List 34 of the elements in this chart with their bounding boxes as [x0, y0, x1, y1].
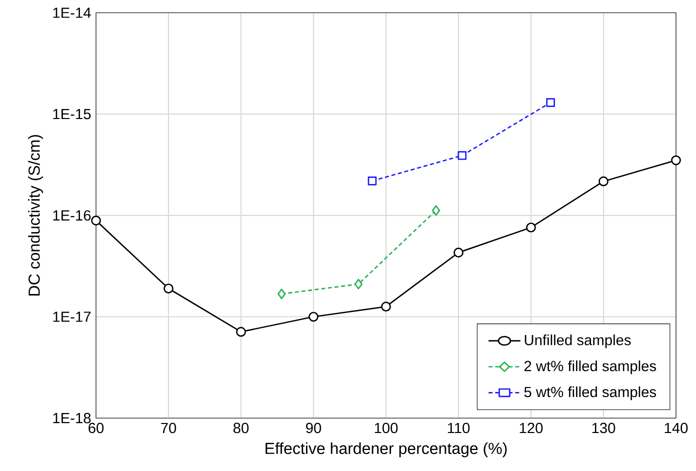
- y-axis-title: DC conductivity (S/cm): [28, 135, 44, 296]
- y-tick-label: 1E-18: [53, 412, 91, 424]
- x-axis-title: Effective hardener percentage (%): [266, 442, 507, 458]
- point: [546, 98, 555, 107]
- x-tick-label: 70: [161, 422, 176, 434]
- point: [236, 326, 246, 337]
- y-tick-label: 1E-16: [53, 210, 91, 221]
- point: [91, 216, 101, 226]
- point: [164, 284, 174, 294]
- x-tick-label: 130: [592, 422, 616, 434]
- point: [278, 288, 286, 300]
- legend-label: Unfilled samples: [524, 334, 631, 348]
- point: [458, 151, 467, 160]
- point: [598, 176, 608, 186]
- point: [526, 222, 536, 232]
- x-tick-label: 110: [448, 422, 470, 434]
- y-tick-label: 1E-15: [53, 108, 91, 120]
- x-tick-label: 140: [664, 422, 688, 434]
- point: [671, 155, 681, 166]
- point: [454, 248, 464, 258]
- point: [368, 176, 377, 186]
- x-tick-label: 80: [233, 422, 249, 434]
- point: [354, 278, 363, 290]
- x-tick-label: 60: [88, 422, 104, 434]
- x-tick-label: 120: [520, 422, 543, 434]
- x-tick-label: 100: [374, 422, 398, 434]
- point: [432, 205, 440, 216]
- legend-label: 5 wt% filled samples: [524, 386, 656, 400]
- y-tick-label: 1E-14: [53, 8, 91, 18]
- legend-label: 2 wt% filled samples: [524, 360, 656, 374]
- point: [308, 312, 318, 322]
- y-tick-label: 1E-17: [53, 312, 91, 322]
- x-tick-label: 90: [306, 422, 322, 434]
- point: [381, 302, 391, 312]
